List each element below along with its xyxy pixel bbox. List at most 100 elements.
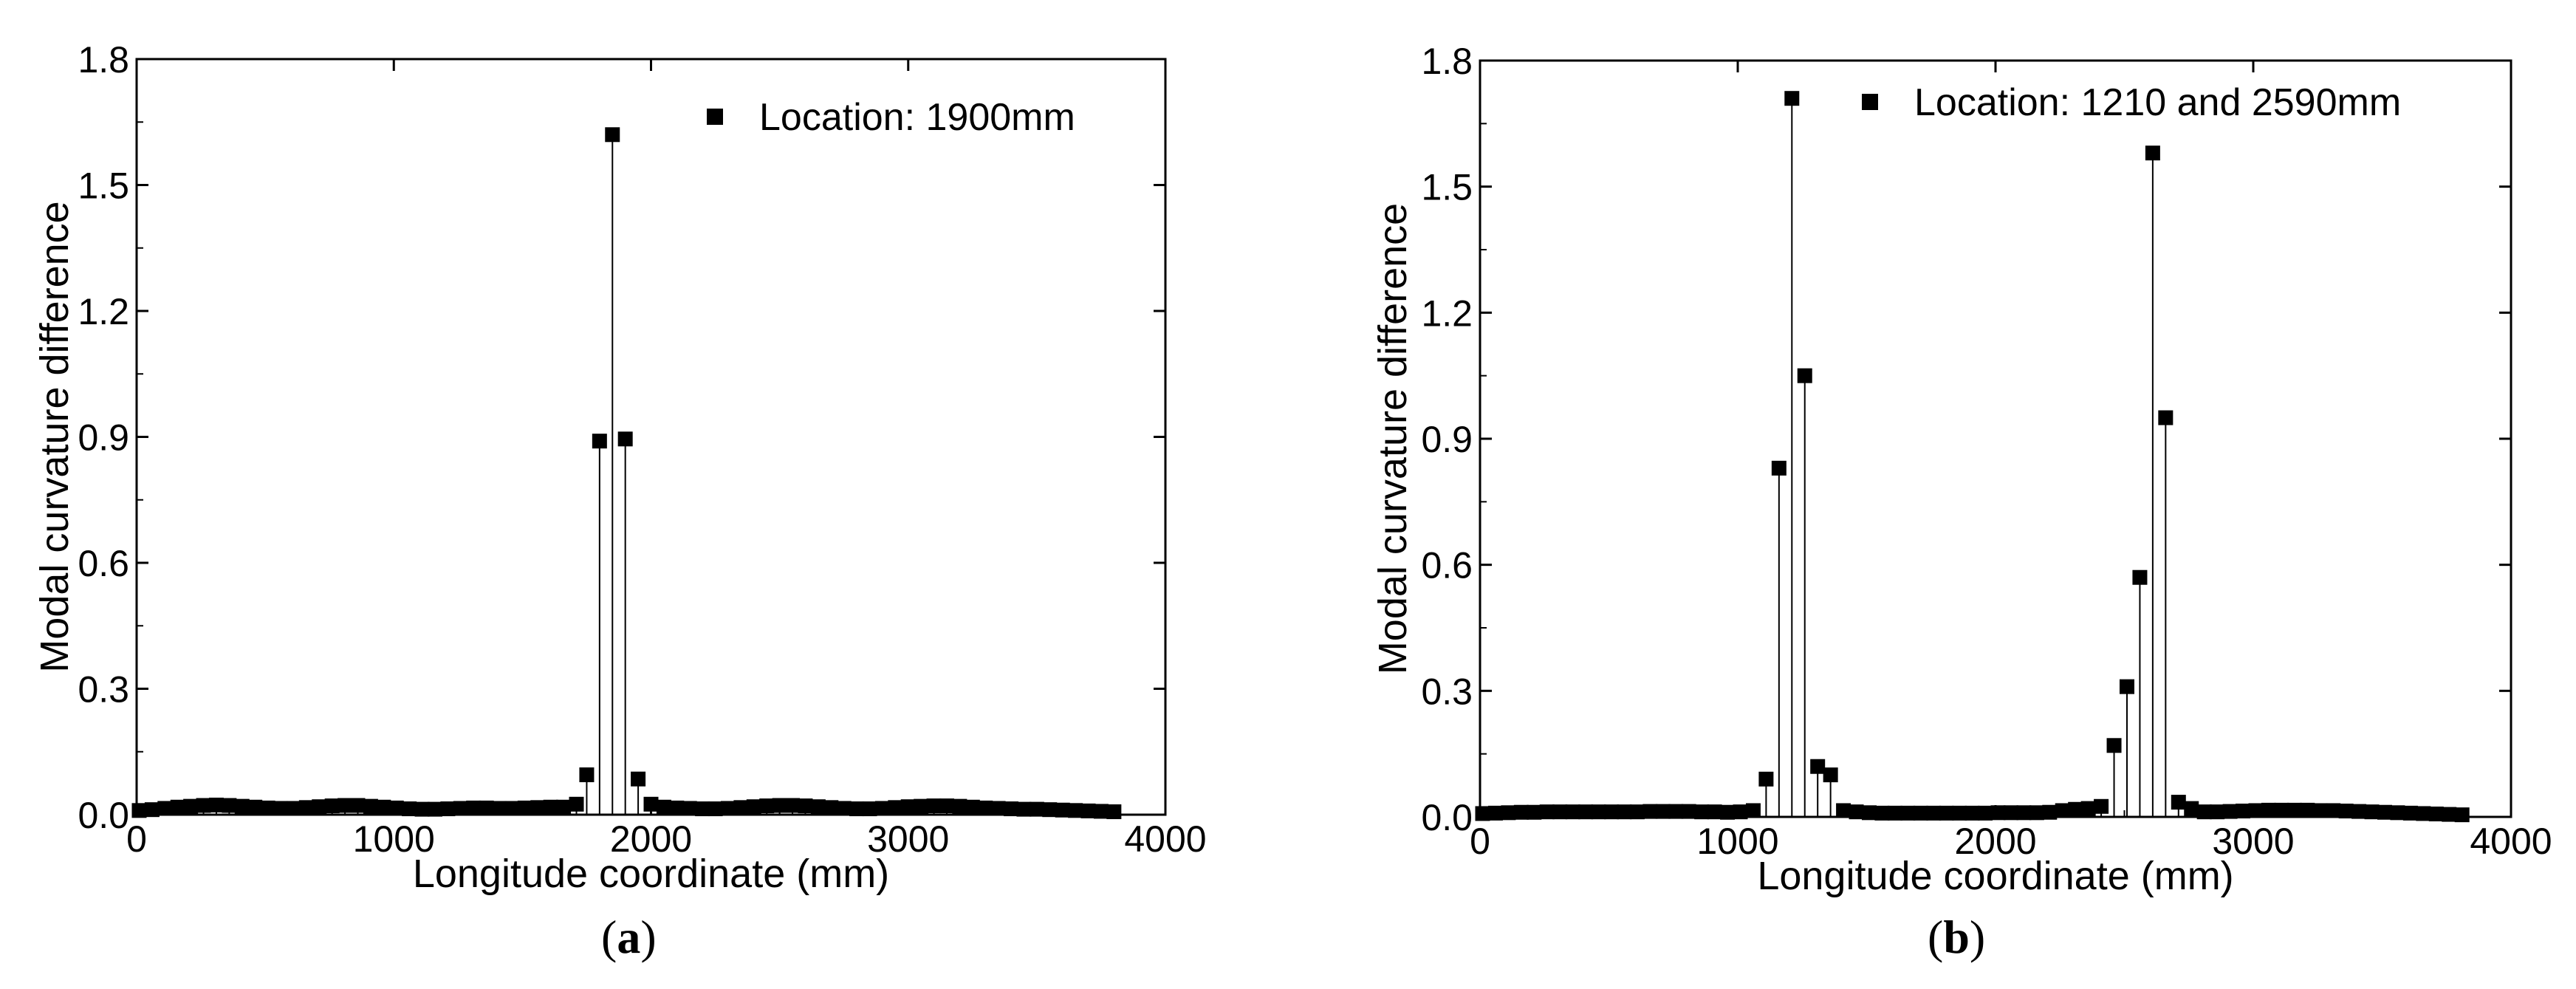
data-point	[682, 801, 697, 816]
data-point	[1978, 805, 1993, 821]
data-point	[273, 801, 289, 816]
data-point	[1004, 801, 1019, 817]
data-point	[2274, 802, 2289, 818]
data-point	[2042, 804, 2058, 820]
data-point	[1720, 804, 1736, 820]
y-tick-label: 0.0	[1421, 797, 1473, 838]
data-point	[504, 801, 520, 816]
data-point	[1487, 805, 1503, 821]
data-point	[427, 801, 442, 817]
data-point	[2338, 804, 2354, 819]
data-point	[669, 800, 685, 815]
data-point	[2351, 804, 2367, 819]
data-point	[978, 800, 993, 815]
data-point	[466, 800, 482, 815]
data-point	[1823, 767, 1838, 783]
data-point	[1591, 804, 1606, 820]
data-point	[1668, 804, 1684, 819]
data-point	[1797, 368, 1812, 383]
y-axis-label: Modal curvature difference	[1371, 203, 1415, 674]
data-point	[772, 798, 787, 813]
y-tick-label: 1.8	[1421, 41, 1473, 82]
x-tick-label: 1000	[1696, 821, 1778, 862]
data-point	[569, 796, 584, 812]
data-point	[874, 801, 890, 816]
data-point	[196, 798, 211, 813]
data-point	[1513, 804, 1529, 820]
data-point	[1836, 803, 1852, 818]
data-point	[2184, 801, 2199, 816]
data-point	[260, 800, 275, 815]
data-point	[592, 434, 607, 449]
data-point	[1617, 804, 1632, 820]
data-point	[2261, 802, 2276, 818]
data-point	[1745, 803, 1761, 818]
data-point	[939, 798, 954, 814]
data-point	[888, 800, 903, 815]
chart-b: 0 1000 2000 3000 4000 0.0 0.3 0.6 0.9 1.2 1.5 1.8 Lo…	[1371, 41, 2552, 898]
data-point	[208, 797, 224, 812]
x-axis-label: Longitude coordinate (mm)	[413, 852, 889, 896]
y-tick-label: 0.0	[78, 795, 129, 836]
data-point	[849, 801, 865, 817]
data-point	[2158, 410, 2174, 425]
data-point	[1093, 804, 1109, 819]
data-point	[1707, 804, 1722, 820]
data-point	[1565, 804, 1580, 820]
data-point	[1029, 801, 1044, 817]
data-point	[631, 771, 646, 787]
data-point	[2300, 802, 2315, 818]
caption-b: (b)	[1928, 911, 1986, 963]
data-point	[2080, 801, 2096, 816]
data-point	[2286, 802, 2302, 818]
data-point	[2132, 569, 2148, 585]
data-point	[1810, 759, 1826, 774]
data-point	[1694, 804, 1710, 820]
data-point	[836, 801, 852, 816]
data-point	[1926, 805, 1942, 821]
x-tick-label: 2000	[1954, 821, 2036, 862]
data-point	[1016, 801, 1032, 817]
data-point	[2454, 807, 2470, 823]
x-tick-label: 2000	[610, 818, 692, 860]
y-tick-label: 1.8	[78, 39, 129, 81]
data-point	[785, 798, 801, 813]
y-tick-label: 0.9	[78, 417, 129, 459]
data-point	[746, 799, 761, 815]
data-point	[388, 800, 404, 815]
data-point	[1527, 804, 1542, 820]
data-point	[990, 801, 1006, 816]
x-tick-label: 1000	[353, 818, 435, 860]
data-point	[492, 801, 507, 816]
data-point	[1655, 804, 1671, 819]
data-point	[708, 801, 723, 817]
data-point	[2390, 805, 2405, 821]
caption-a-letter: a	[617, 911, 641, 963]
data-point	[1887, 805, 1902, 821]
x-tick-label: 4000	[1124, 818, 1206, 860]
data-point	[1900, 805, 1916, 821]
data-point	[2428, 807, 2444, 822]
data-point	[2248, 803, 2264, 818]
data-point	[402, 801, 417, 817]
data-point	[1939, 805, 1954, 821]
x-tick-label: 3000	[867, 818, 949, 860]
y-tick-label: 1.5	[78, 165, 129, 207]
data-point	[453, 801, 468, 816]
data-point	[530, 800, 546, 815]
data-point	[1952, 805, 1967, 821]
data-point	[414, 801, 430, 817]
y-tick-label: 0.3	[78, 669, 129, 711]
data-point	[312, 799, 327, 815]
data-point	[1913, 805, 1928, 821]
y-tick-label: 0.9	[1421, 419, 1473, 460]
legend-marker	[1862, 94, 1878, 110]
y-tick-label: 1.5	[1421, 167, 1473, 208]
data-point	[517, 800, 532, 815]
x-tick-label: 0	[1470, 821, 1490, 862]
data-point	[914, 798, 929, 814]
data-point	[2364, 804, 2380, 820]
data-point	[222, 798, 237, 813]
data-point	[1106, 804, 1122, 820]
data-point	[144, 802, 160, 818]
